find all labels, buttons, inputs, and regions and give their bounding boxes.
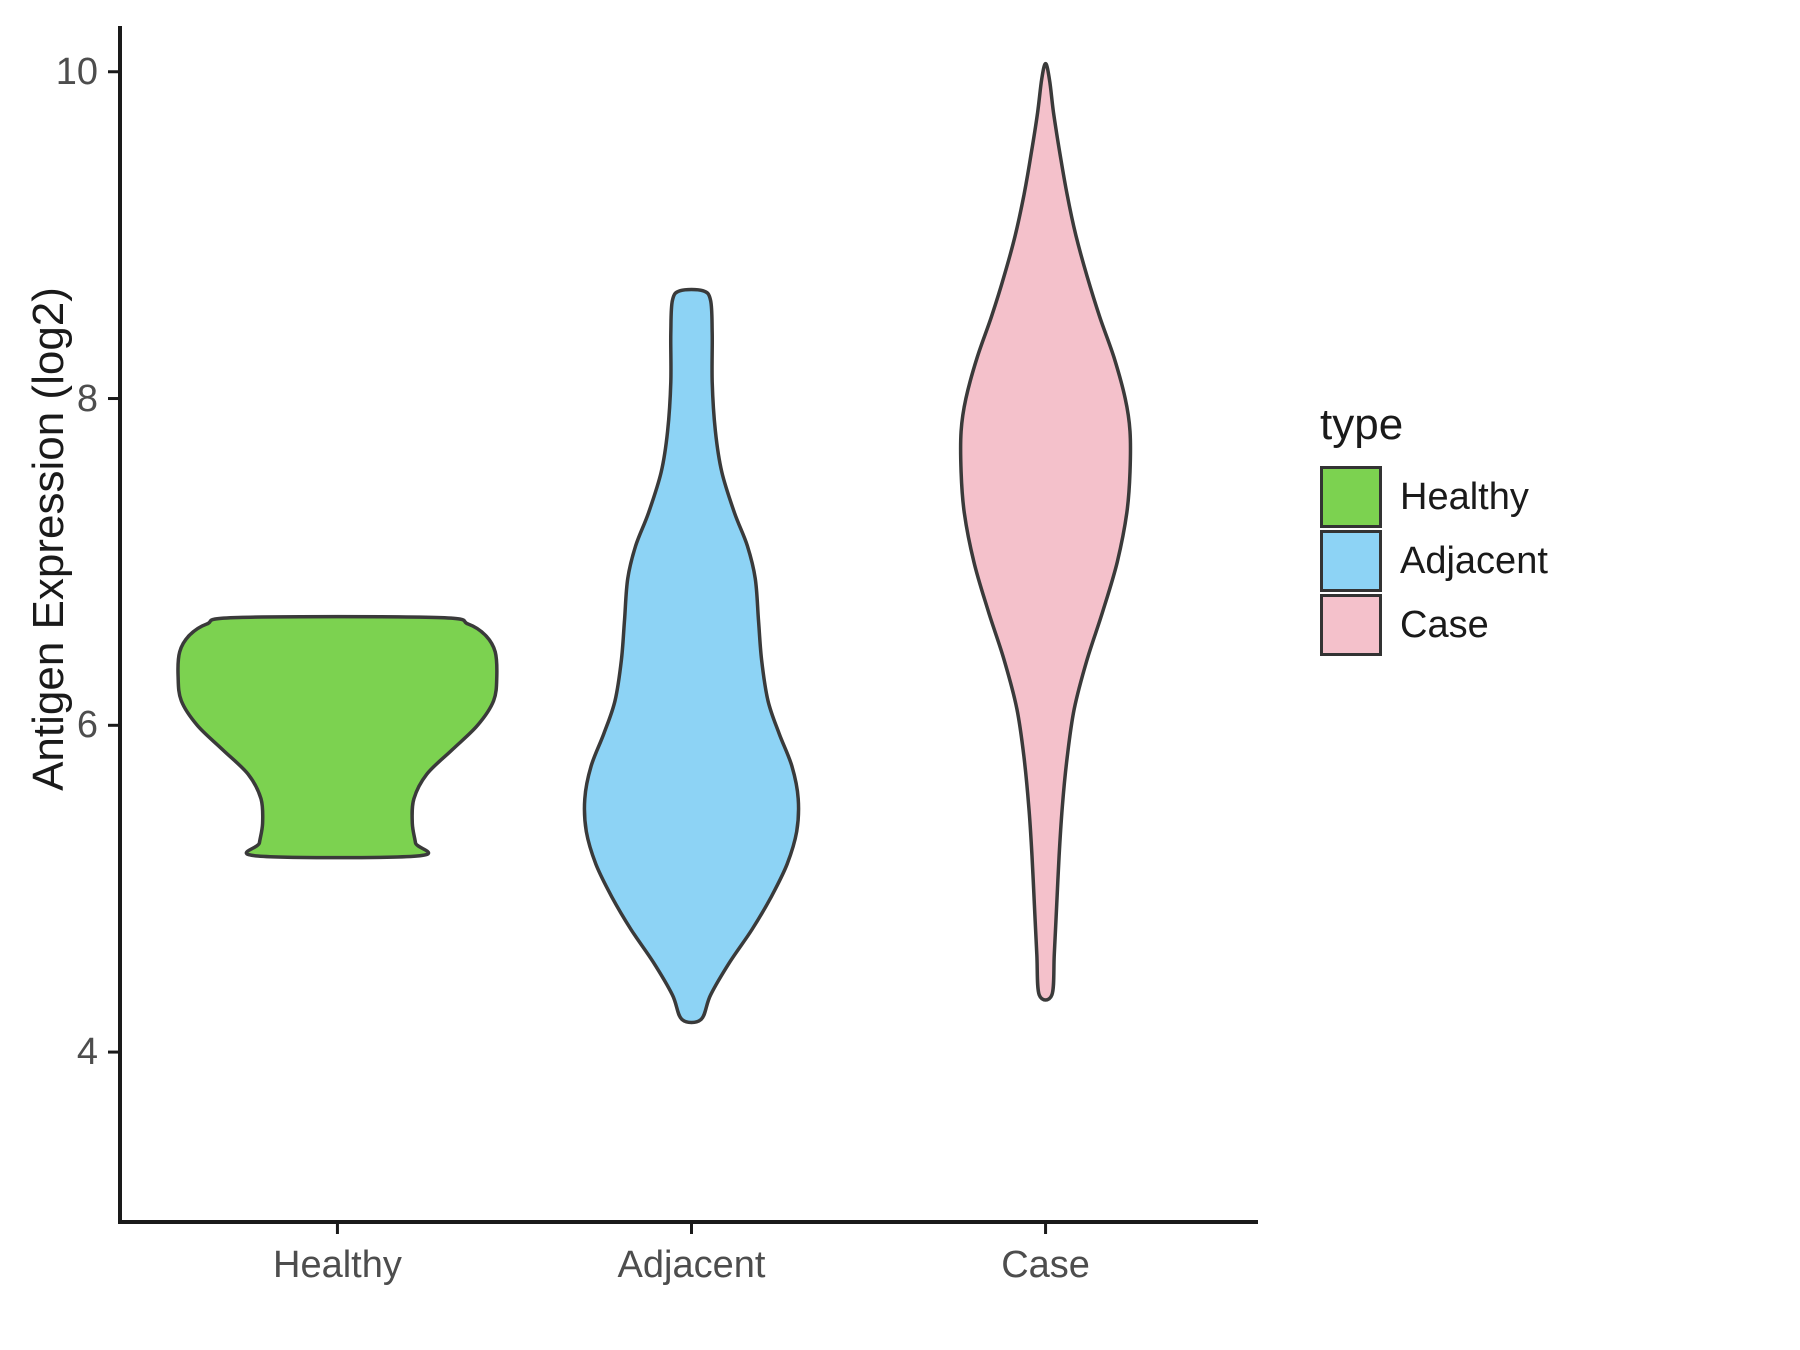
x-tick-label-healthy: Healthy bbox=[273, 1244, 402, 1286]
legend-title: type bbox=[1320, 400, 1404, 449]
legend-label-adjacent: Adjacent bbox=[1400, 539, 1548, 582]
legend-entry-healthy: Healthy bbox=[1320, 466, 1548, 528]
y-tick-label: 4 bbox=[76, 1031, 98, 1074]
y-tick-label: 10 bbox=[55, 50, 98, 93]
violin-healthy bbox=[176, 614, 499, 860]
x-tick-label-case: Case bbox=[1001, 1244, 1090, 1286]
y-tick-label: 6 bbox=[76, 704, 98, 747]
legend-swatch-healthy bbox=[1320, 466, 1382, 528]
legend-entries: Healthy Adjacent Case bbox=[1320, 466, 1548, 656]
legend-entry-adjacent: Adjacent bbox=[1320, 530, 1548, 592]
violin-case bbox=[958, 61, 1133, 1002]
legend-swatch-case bbox=[1320, 594, 1382, 656]
y-tick-label: 8 bbox=[76, 377, 98, 420]
y-axis-title: Antigen Expression (log2) bbox=[24, 287, 73, 791]
violin-adjacent bbox=[582, 287, 801, 1025]
legend-entry-case: Case bbox=[1320, 594, 1548, 656]
legend: type Healthy Adjacent Case bbox=[1320, 400, 1548, 658]
legend-swatch-adjacent bbox=[1320, 530, 1382, 592]
legend-label-case: Case bbox=[1400, 603, 1489, 646]
legend-label-healthy: Healthy bbox=[1400, 475, 1529, 518]
x-tick-label-adjacent: Adjacent bbox=[617, 1244, 766, 1286]
